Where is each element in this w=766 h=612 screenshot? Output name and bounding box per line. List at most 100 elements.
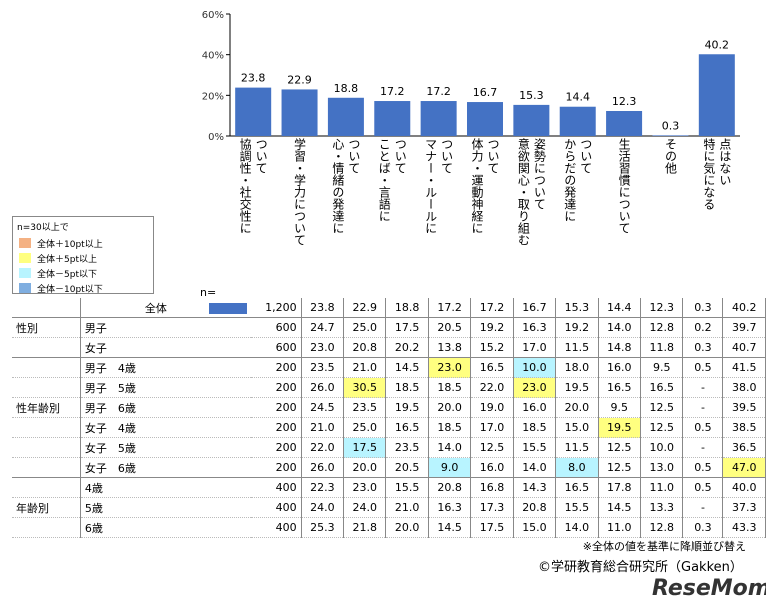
table-row: 4歳 400 22.3 23.0 15.5 20.8 16.8 14.3 16.5 17.8 11.… — [12, 477, 766, 498]
row-label: 男子 6歳 — [80, 397, 251, 418]
table-cell: 17.2 — [470, 298, 514, 318]
table-cell: 21.0 — [301, 417, 345, 438]
category-label: 姿勢について 意欲関心・取り組む — [516, 138, 547, 246]
table-cell: 23.5 — [343, 397, 387, 418]
table-cell: 14.3 — [513, 477, 557, 498]
table-cell: 14.4 — [598, 298, 642, 318]
table-cell: 23.8 — [301, 298, 345, 318]
category-label: ついて 体力・運動神経に — [470, 138, 500, 234]
table-cell: 23.0 — [428, 357, 472, 378]
row-n: 200 — [250, 417, 302, 438]
bar-chart: 0% 20% 40% 60% 23.8 22.9 18.8 17.2 17.2 16.7 15.3 1… — [202, 10, 740, 143]
row-label: 男子 5歳 — [80, 377, 251, 398]
table-row: 女子 6歳 200 26.0 20.0 20.5 9.0 16.0 14.0 8.0 12.5 13… — [12, 457, 766, 478]
row-n: 200 — [250, 437, 302, 458]
row-label: 女子 6歳 — [80, 457, 251, 478]
table-cell: 0.5 — [682, 457, 724, 478]
bar — [420, 101, 457, 136]
row-n: 400 — [250, 477, 302, 498]
table-cell: 22.0 — [470, 377, 514, 398]
bar — [559, 106, 596, 136]
table-cell: 19.0 — [470, 397, 514, 418]
table-cell: 17.8 — [598, 477, 642, 498]
data-table: 全体 1,200 23.8 22.9 18.8 17.2 17.2 16.7 15.3 14.4 1… — [12, 298, 766, 538]
category-label: 点はない 特に気になる — [701, 138, 732, 210]
table-cell: 15.5 — [513, 437, 557, 458]
table-cell: 12.3 — [640, 298, 684, 318]
legend-label: 全体－10pt以下 — [37, 284, 103, 295]
table-cell: 23.5 — [301, 357, 345, 378]
table-cell: 38.5 — [722, 417, 766, 438]
table-cell: 20.0 — [385, 517, 429, 538]
row-group-label: 性年齢別 — [12, 397, 81, 418]
table-cell: 47.0 — [722, 457, 766, 478]
row-group-label: 性別 — [12, 317, 81, 338]
table-cell: 37.3 — [722, 497, 766, 518]
row-group-label — [12, 437, 81, 458]
table-cell: 22.9 — [343, 298, 387, 318]
category-label: その他 — [663, 138, 678, 174]
table-cell: 9.5 — [640, 357, 684, 378]
table-cell: 16.5 — [640, 377, 684, 398]
table-cell: 43.3 — [722, 517, 766, 538]
row-label: 女子 4歳 — [80, 417, 251, 438]
table-cell: 0.5 — [682, 357, 724, 378]
table-cell: 25.0 — [343, 417, 387, 438]
row-label: 全体 — [80, 298, 251, 318]
row-group-label — [12, 417, 81, 438]
table-cell: 14.5 — [385, 357, 429, 378]
table-cell: 12.5 — [598, 437, 642, 458]
table-cell: 16.0 — [470, 457, 514, 478]
legend-item: 全体－10pt以下 — [19, 282, 103, 295]
legend-label: 全体－5pt以下 — [37, 269, 97, 280]
row-n: 400 — [250, 497, 302, 518]
table-cell: 15.5 — [385, 477, 429, 498]
bar — [652, 135, 689, 136]
table-cell: 40.2 — [722, 298, 766, 318]
table-row: 全体 1,200 23.8 22.9 18.8 17.2 17.2 16.7 15.3 14.4 1… — [12, 298, 766, 318]
copyright: ©学研教育総合研究所（Gakken） — [538, 560, 743, 575]
table-cell: 15.0 — [513, 517, 557, 538]
table-row: 女子 4歳 200 21.0 25.0 16.5 18.5 17.0 18.5 15.0 19.5… — [12, 417, 766, 438]
bar-value-label: 14.4 — [565, 91, 590, 104]
table-cell: 11.5 — [555, 337, 599, 358]
table-row: 女子 5歳 200 22.0 17.5 23.5 14.0 12.5 15.5 11.5 12.5… — [12, 437, 766, 458]
row-group-label: 年齢別 — [12, 497, 81, 518]
table-cell: 16.3 — [513, 317, 557, 338]
table-cell: 40.7 — [722, 337, 766, 358]
row-n: 200 — [250, 357, 302, 378]
table-cell: 17.5 — [470, 517, 514, 538]
table-cell: 11.5 — [555, 437, 599, 458]
table-cell: 20.8 — [428, 477, 472, 498]
y-tick-label: 0% — [208, 132, 224, 143]
row-n: 1,200 — [250, 298, 302, 318]
row-label: 男子 — [80, 317, 251, 338]
table-cell: 23.5 — [385, 437, 429, 458]
bar-value-label: 22.9 — [287, 73, 312, 86]
bar — [513, 104, 550, 136]
table-cell: 17.3 — [470, 497, 514, 518]
row-n: 200 — [250, 397, 302, 418]
table-cell: 12.8 — [640, 317, 684, 338]
table-cell: 25.0 — [343, 317, 387, 338]
table-cell: 17.5 — [343, 437, 387, 458]
category-label: ついて マナー・ルールに — [423, 138, 454, 234]
table-cell: 0.3 — [682, 517, 724, 538]
table-cell: 24.7 — [301, 317, 345, 338]
category-label: 生活習慣について — [617, 138, 632, 234]
category-label: ついて 協調性・社交性に — [238, 138, 269, 234]
table-cell: 18.5 — [385, 377, 429, 398]
table-cell: 16.7 — [513, 298, 557, 318]
table-cell: 9.0 — [428, 457, 472, 478]
table-cell: 39.5 — [722, 397, 766, 418]
table-cell: 14.0 — [598, 317, 642, 338]
table-cell: 8.0 — [555, 457, 599, 478]
legend: n=30以上で 全体＋10pt以上 全体＋5pt以上 全体－5pt以下 全体－1… — [12, 216, 154, 295]
table-cell: 23.0 — [301, 337, 345, 358]
table-cell: 18.5 — [428, 377, 472, 398]
table-cell: 15.2 — [470, 337, 514, 358]
table-cell: 17.5 — [385, 317, 429, 338]
table-cell: - — [682, 437, 724, 458]
table-cell: 10.0 — [513, 357, 557, 378]
table-cell: 14.8 — [598, 337, 642, 358]
